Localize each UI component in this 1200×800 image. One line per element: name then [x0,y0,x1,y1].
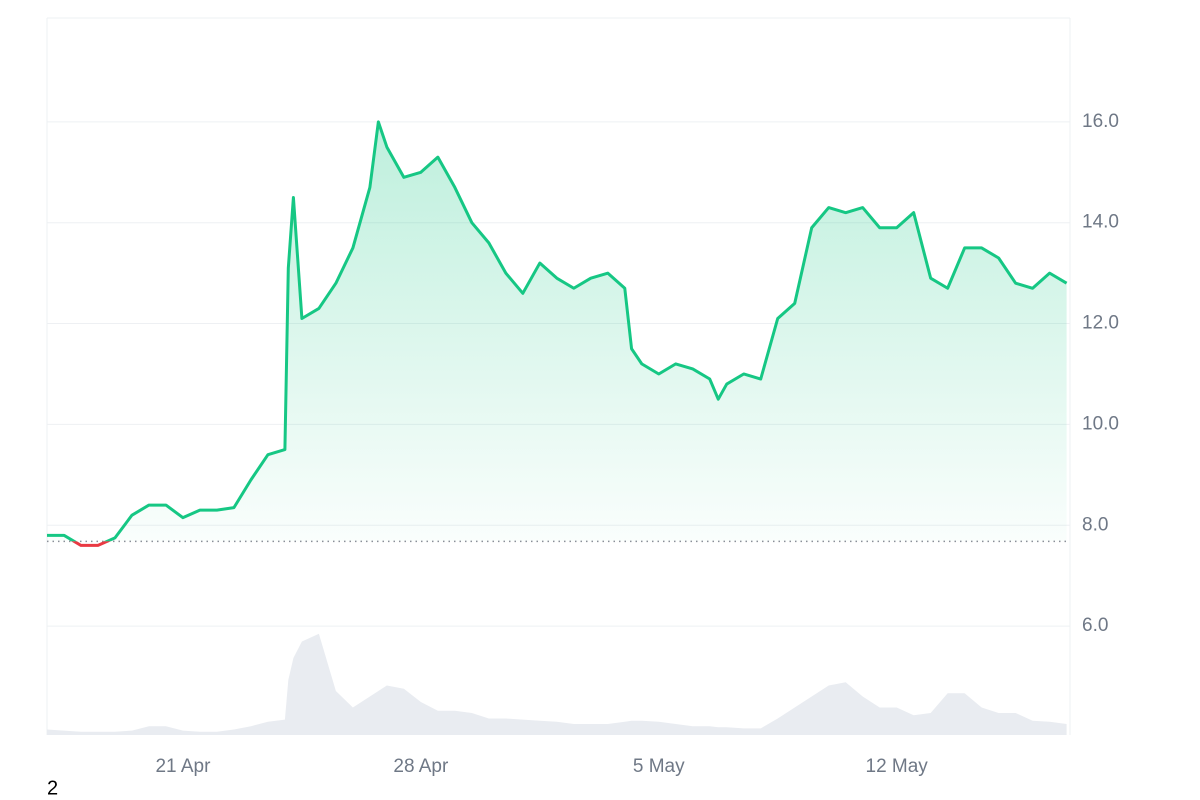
price-line [47,120,1068,542]
x-tick-label: 28 Apr [393,756,449,777]
y-tick-label: 12.0 [1082,313,1119,334]
y-tick-label: 16.0 [1082,111,1119,132]
volume-area [47,633,1067,735]
y-tick-label: 8.0 [1082,514,1108,535]
x-tick-label: 5 May [633,756,685,777]
x-tick-label: 12 May [866,756,929,777]
price-area [47,121,1067,542]
y-tick-label: 10.0 [1082,413,1119,434]
y-tick-label: 14.0 [1082,212,1119,233]
footnote: 2 [47,777,58,799]
x-tick-label: 21 Apr [155,756,211,777]
y-tick-label: 6.0 [1082,615,1108,636]
